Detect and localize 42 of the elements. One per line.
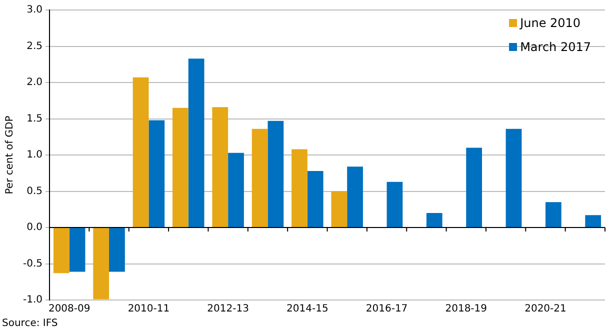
bar (545, 202, 562, 227)
bar (506, 128, 522, 227)
bar (109, 228, 125, 272)
bar (69, 228, 86, 272)
bar (53, 228, 70, 274)
x-tick-label: 2010-11 (128, 304, 170, 315)
bar (93, 228, 110, 300)
bar (426, 213, 442, 227)
x-tick-label: 2012-13 (207, 304, 249, 315)
bar (148, 120, 165, 227)
x-tick-label: 2014-15 (286, 304, 328, 315)
bar (386, 182, 403, 227)
y-tick-label: 1.0 (26, 150, 43, 161)
y-tick-label: 0.0 (26, 222, 43, 234)
y-axis-title: Per cent of GDP (4, 116, 16, 194)
bar (252, 128, 268, 227)
y-tick-label: 3.0 (26, 4, 43, 16)
bar (347, 166, 363, 227)
x-tick-label: 2016-17 (366, 304, 408, 315)
y-tick-label: 2.5 (26, 40, 43, 52)
x-tick-label: 2008-09 (48, 304, 90, 315)
bar (212, 107, 228, 227)
bar (292, 149, 308, 227)
bar (172, 108, 188, 227)
bar (228, 152, 244, 227)
legend-label: March 2017 (520, 40, 591, 54)
source-note: Source: IFS (2, 318, 58, 329)
y-tick-label: 1.5 (26, 113, 43, 124)
legend-label: June 2010 (520, 16, 581, 30)
bar (132, 77, 149, 227)
bar (466, 148, 482, 227)
y-tick-label: -1.0 (22, 294, 43, 306)
bar (585, 215, 602, 227)
x-tick-label: 2020-21 (524, 304, 566, 315)
y-tick-label: 2.0 (26, 77, 43, 88)
bar (331, 191, 348, 227)
bar (188, 58, 204, 227)
bar (307, 170, 324, 227)
y-tick-label: -0.5 (22, 258, 43, 270)
y-tick-label: 0.5 (26, 186, 43, 197)
x-tick-label: 2018-19 (445, 304, 488, 315)
bar (268, 120, 284, 227)
